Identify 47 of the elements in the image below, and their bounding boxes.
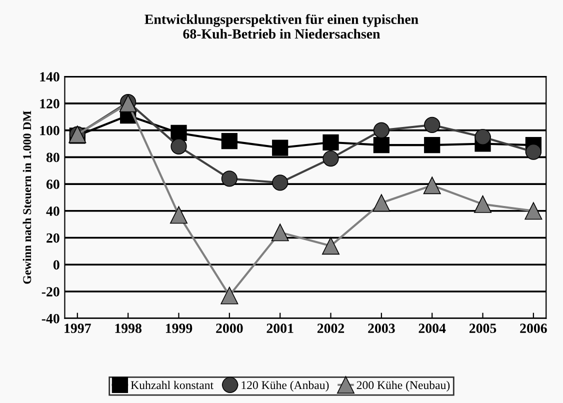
point (271, 224, 289, 242)
y-tick-label: 40 (46, 206, 60, 216)
x-tick-label: 2005 (469, 324, 496, 334)
y-tick-label: -20 (42, 287, 60, 296)
point (322, 134, 339, 150)
y-tick-label: 60 (46, 180, 60, 189)
legend-label: 120 Kühe (Anbau) (242, 380, 329, 392)
point (424, 137, 440, 154)
x-tick-label: 2004 (418, 324, 446, 334)
point (474, 195, 492, 213)
x-tick-label: 2000 (216, 324, 243, 334)
point (170, 138, 187, 154)
y-tick-label: 80 (46, 152, 60, 162)
y-tick-label: 0 (53, 260, 60, 270)
point (373, 137, 390, 154)
x-tick-label: 1999 (166, 324, 192, 334)
x-tick-label: 1998 (115, 324, 142, 334)
y-tick-label: -40 (42, 314, 60, 324)
x-tick-label: 2001 (266, 324, 294, 334)
point (221, 132, 238, 150)
point (220, 286, 238, 304)
x-tick-label: 1997 (64, 324, 91, 334)
x-tick-label: 2006 (520, 324, 547, 334)
y-tick-label: 120 (40, 99, 60, 108)
x-tick-label: 2002 (317, 324, 344, 334)
point (322, 237, 340, 255)
legend-label: Kuhzahl konstant (130, 380, 214, 390)
point (524, 202, 542, 220)
point (525, 144, 542, 160)
point (423, 176, 441, 194)
chart-title: Entwicklungsperspektiven für einen typischen 68-Kuh-Betrieb in Niedersachsen (144, 14, 418, 39)
y-tick-label: 100 (40, 126, 60, 136)
y-tick-label: 20 (46, 233, 60, 243)
legend-label: 200 Kühe (Neubau) (356, 380, 450, 392)
y-axis-title: Gewinn nach Steuern in 1.000 DM (22, 110, 32, 284)
point (474, 128, 491, 146)
point (170, 124, 187, 142)
point (424, 116, 440, 133)
point (170, 206, 188, 224)
point (322, 150, 339, 167)
point (221, 170, 238, 187)
x-tick-label: 2003 (368, 324, 395, 334)
point (373, 122, 390, 138)
point (272, 174, 288, 191)
point (272, 140, 288, 156)
point (372, 194, 390, 212)
y-tick-label: 140 (40, 72, 60, 82)
